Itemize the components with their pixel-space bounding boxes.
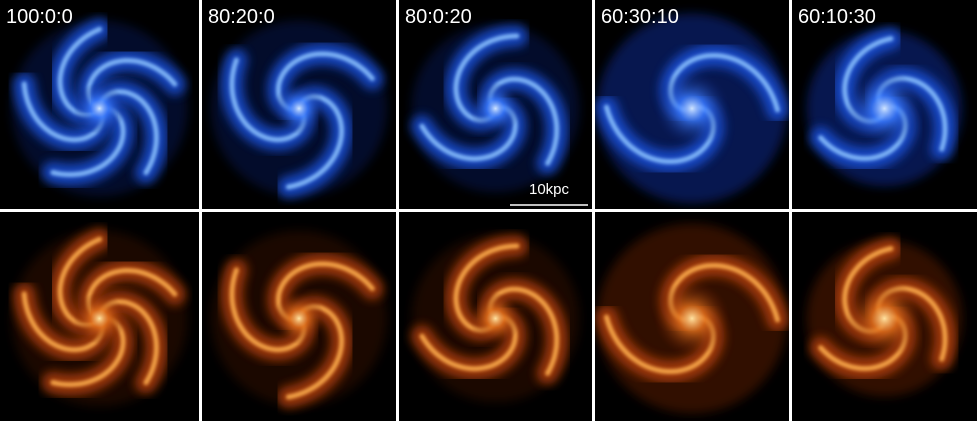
galaxy-core (74, 83, 126, 135)
galaxy-panel (399, 212, 592, 421)
galaxy-core (654, 71, 730, 147)
galaxy-core (470, 83, 522, 135)
galaxy-panel (0, 212, 199, 421)
galaxy-panel: 60:10:30 (792, 0, 977, 209)
galaxy-core (273, 293, 325, 345)
figure: 100:0:0 80:20:0 80:0:20 60:30:10 60:10:30 10… (0, 0, 977, 421)
galaxy-core (654, 281, 730, 357)
galaxy-panel (792, 212, 977, 421)
galaxy-panel: 80:0:20 (399, 0, 592, 209)
panel-label: 60:10:30 (798, 6, 876, 28)
galaxy-core (847, 71, 923, 147)
galaxy-panel (202, 212, 396, 421)
panel-label: 60:30:10 (601, 6, 679, 28)
page: 100:0:0 80:20:0 80:0:20 60:30:10 60:10:30 10… (0, 0, 977, 421)
panel-label: 80:0:20 (405, 6, 472, 28)
galaxy-core (74, 293, 126, 345)
galaxy-core (470, 293, 522, 345)
galaxy-panel: 80:20:0 (202, 0, 396, 209)
galaxy-panel (595, 212, 789, 421)
panel-label: 80:20:0 (208, 6, 275, 28)
panel-label: 100:0:0 (6, 6, 73, 28)
galaxy-core (847, 281, 923, 357)
galaxy-core (273, 83, 325, 135)
scale-bar-label: 10kpc (529, 181, 570, 198)
galaxy-panel: 100:0:0 (0, 0, 199, 209)
galaxy-panel: 60:30:10 (595, 0, 789, 209)
